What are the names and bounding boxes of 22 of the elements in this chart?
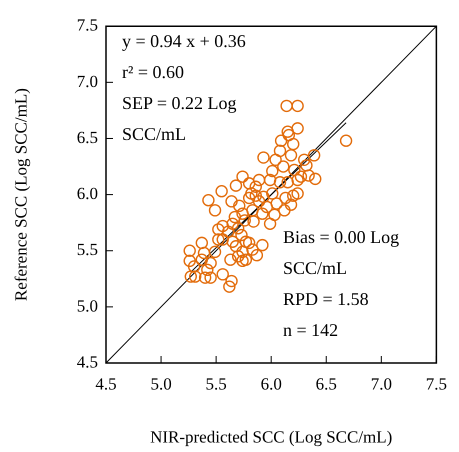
x-tick-label: 6.0 xyxy=(260,374,282,394)
x-tick-label: 5.5 xyxy=(206,374,227,394)
x-tick-label: 6.5 xyxy=(316,374,337,394)
x-tick-label: 4.5 xyxy=(95,374,117,394)
y-tick-label: 7.5 xyxy=(76,16,98,35)
x-tick-label: 7.5 xyxy=(426,374,447,394)
annotation: RPD = 1.58 xyxy=(283,288,370,311)
y-tick-label: 4.5 xyxy=(76,352,98,372)
annotation: SEP = 0.22 Log SCC/mL xyxy=(122,92,238,146)
annotation: Bias = 0.00 Log SCC/mL xyxy=(283,226,400,280)
annotation: r² = 0.60 xyxy=(122,61,186,84)
annotation: n = 142 xyxy=(283,319,340,342)
x-axis-title: NIR-predicted SCC (Log SCC/mL) xyxy=(150,427,392,446)
y-tick-label: 6.0 xyxy=(76,184,98,204)
y-tick-label: 5.0 xyxy=(76,296,98,316)
y-tick-label: 5.5 xyxy=(76,240,98,260)
x-tick-label: 5.0 xyxy=(150,374,172,394)
annotation: y = 0.94 x + 0.36 xyxy=(122,30,247,53)
y-tick-label: 6.5 xyxy=(76,128,98,147)
y-tick-label: 7.0 xyxy=(76,72,98,91)
x-tick-label: 7.0 xyxy=(370,374,392,394)
y-axis-title: Reference SCC (Log SCC/mL) xyxy=(12,88,31,302)
